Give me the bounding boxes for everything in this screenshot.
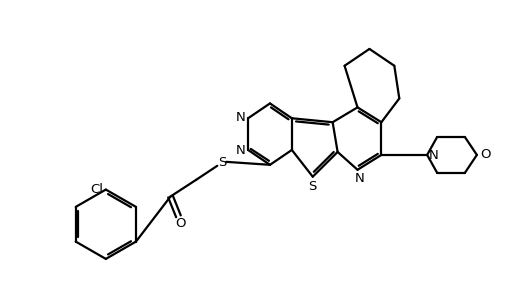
Text: S: S: [218, 156, 226, 169]
Text: Cl: Cl: [90, 183, 103, 196]
Text: N: N: [235, 144, 245, 157]
Text: S: S: [308, 180, 317, 193]
Text: O: O: [175, 217, 186, 230]
Text: N: N: [235, 111, 245, 124]
Text: O: O: [480, 148, 490, 162]
Text: N: N: [429, 149, 439, 162]
Text: N: N: [355, 172, 365, 185]
